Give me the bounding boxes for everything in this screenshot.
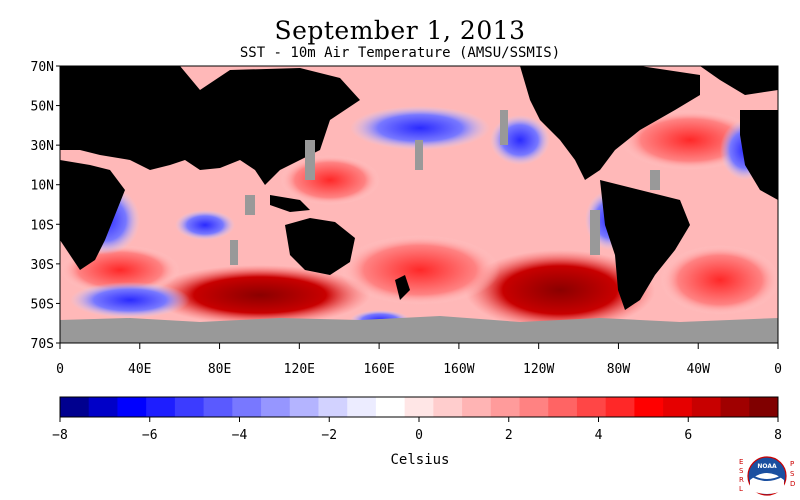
lat-tick-label: 70N [31,60,54,75]
colorbar-swatch [203,397,233,417]
west-africa-landmass [740,110,778,200]
colorbar-swatch [318,397,348,417]
colorbar-tick-label: −8 [52,428,68,443]
colorbar-tick-label: −6 [142,428,158,443]
colorbar-swatch [88,397,118,417]
colorbar-tick-label: 6 [684,428,692,443]
colorbar-swatch [174,397,205,417]
colorbar-tick-label: 2 [505,428,513,443]
map-subtitle: SST - 10m Air Temperature (AMSU/SSMIS) [239,45,561,61]
colorbar-swatch [289,397,319,417]
new-zealand-landmass [395,275,410,300]
no-data-patch [415,140,423,170]
lon-tick-label: 80W [607,362,631,377]
lat-tick-label: 50N [31,100,54,115]
lon-tick-label: 0 [56,362,64,377]
lat-tick-label: 10N [31,179,54,194]
lat-tick-label: 50S [31,297,54,312]
map-title: September 1, 2013 [274,16,526,45]
lon-tick-label: 40W [686,362,710,377]
colorbar-swatch [462,397,492,417]
colorbar-swatch [605,397,635,417]
land-masses [60,66,778,310]
logo-left-letter: E [739,458,743,466]
colorbar-label: Celsius [390,452,450,468]
colorbar-swatch [261,397,291,417]
lon-tick-label: 80E [208,362,231,377]
lon-tick-label: 160E [363,362,394,377]
australia-landmass [285,218,355,275]
south-atlantic-warm-region [660,245,778,315]
lat-tick-label: 30S [31,258,54,273]
colorbar-swatch [347,397,377,417]
colorbar-swatch [490,397,521,417]
latitude-axis: 70N 50N 30N 10N 10S 30S 50S 70S [31,60,60,352]
colorbar-swatch [60,397,90,417]
colorbar-tick-label: −2 [321,428,337,443]
colorbar-tick-label: −4 [232,428,248,443]
logo-left-letter: L [739,485,743,493]
colorbar-swatch [433,397,463,417]
colorbar-swatch [232,397,262,417]
colorbar-swatch [720,397,750,417]
logo-left-letter: S [739,467,744,475]
logo-right-letter: S [790,470,795,478]
colorbar-tick-label: 8 [774,428,782,443]
africa-landmass [60,160,125,270]
colorbar-swatch [519,397,549,417]
no-data-patch [230,240,238,265]
colorbar-swatch [749,397,779,417]
north-pacific-cool-region [350,106,490,150]
lat-tick-label: 10S [31,218,54,233]
lon-tick-label: 0 [774,362,782,377]
colorbar-swatches [60,397,779,417]
colorbar-swatch [548,397,578,417]
colorbar-swatch [146,397,176,417]
antarctica-no-data [60,316,778,343]
no-data-patch [590,210,600,255]
no-data-patch [305,140,315,180]
lon-tick-label: 160W [443,362,474,377]
south-pacific-warm-region [465,250,655,330]
indian-ocean-cool-region [175,210,235,240]
colorbar-swatch [117,397,147,417]
colorbar-swatch [691,397,722,417]
map-frame [59,65,779,344]
lon-tick-label: 120E [284,362,315,377]
colorbar-swatch [663,397,693,417]
colorbar-swatch [404,397,434,417]
lat-tick-label: 30N [31,139,54,154]
no-data-patch [650,170,660,190]
no-data-patch [245,195,255,215]
south-america-landmass [600,180,690,310]
no-data-patch [500,110,508,145]
colorbar-swatch [634,397,664,417]
map-field [60,66,778,343]
logo-right-letter: D [790,480,795,488]
colorbar-tick-label: 0 [415,428,423,443]
no-data-regions [60,110,778,343]
colorbar-ticks: −8 −6 −4 −2 0 2 4 6 8 [52,417,782,443]
longitude-axis: 0 40E 80E 120E 160E 160W 120W 80W 40W 0 [56,343,782,377]
lon-tick-label: 40E [128,362,151,377]
colorbar-tick-label: 4 [595,428,603,443]
greenland-landmass [700,66,778,95]
lat-tick-label: 70S [31,337,54,352]
colorbar-swatch [375,397,406,417]
tasman-warm-region [340,235,500,305]
colorbar-swatch [576,397,607,417]
north-america-landmass [520,66,700,180]
southern-ocean-cool-region [70,282,190,318]
eurasia-landmass [60,66,360,185]
logo-right-letter: P [790,460,794,468]
logo-center-text: NOAA [757,463,777,470]
indonesia-landmass [270,195,310,212]
logo-left-letter: R [739,476,744,484]
lon-tick-label: 120W [523,362,554,377]
south-indian-warm-region [150,265,370,325]
